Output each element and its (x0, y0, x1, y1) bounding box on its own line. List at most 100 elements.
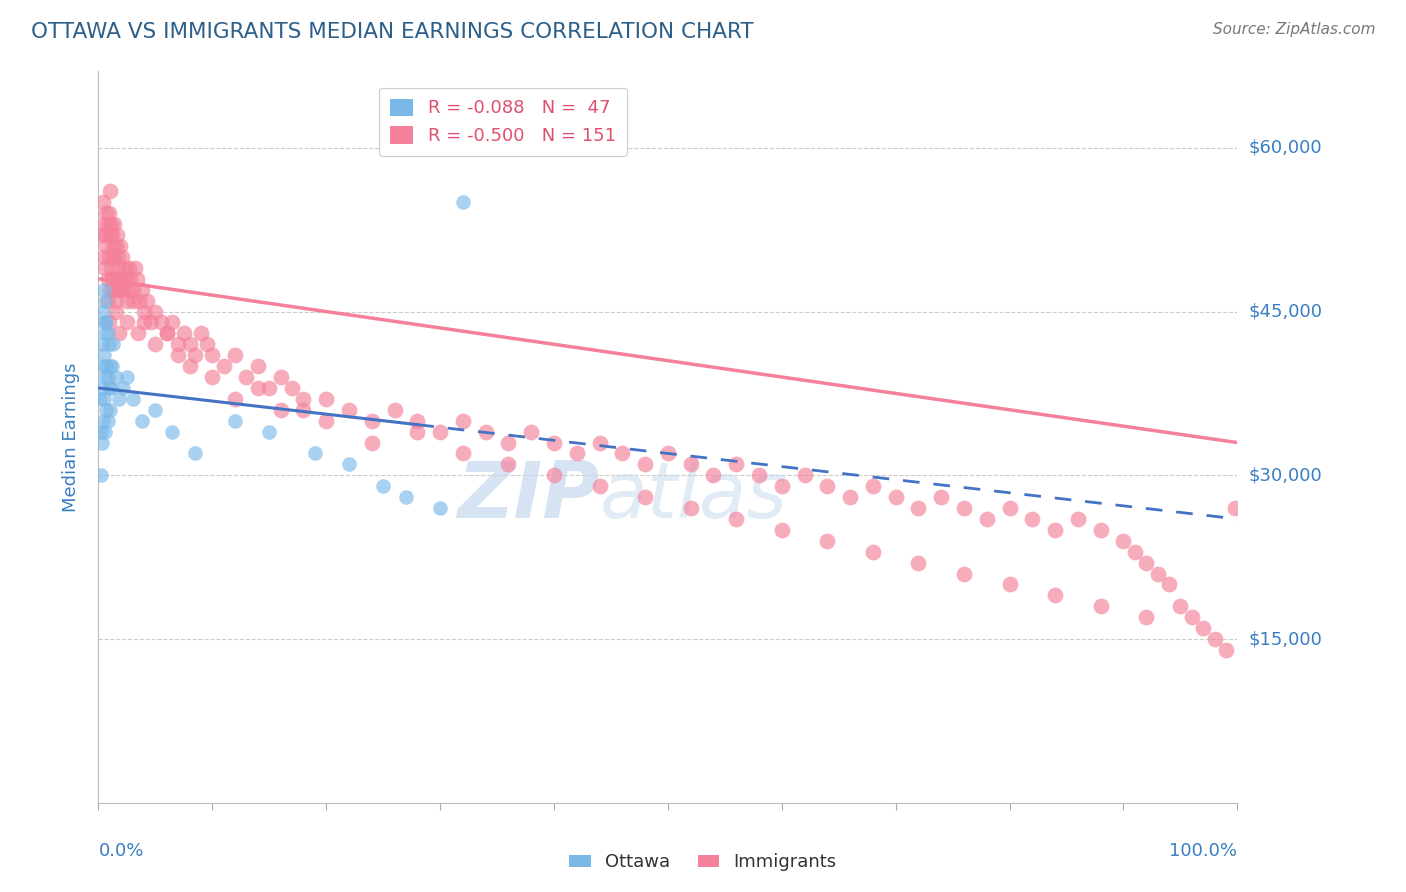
Text: 0.0%: 0.0% (98, 842, 143, 860)
Point (90, 425, 112, 439)
Point (97, 381, 120, 395)
Point (94, 425, 117, 439)
Point (907, 501, 929, 516)
Point (862, 479, 884, 493)
Point (246, 359, 269, 373)
Point (406, 414, 429, 428)
Point (97, 337, 120, 351)
Point (132, 315, 155, 329)
Point (104, 239, 127, 253)
Point (212, 359, 235, 373)
Point (96, 402, 118, 417)
Point (498, 435, 520, 450)
Point (384, 402, 406, 417)
Point (679, 458, 702, 472)
Point (97, 206, 120, 220)
Point (793, 468, 815, 483)
Point (98, 359, 121, 373)
Point (121, 283, 143, 297)
Point (657, 446, 679, 460)
Point (770, 523, 793, 537)
Point (976, 512, 998, 526)
Point (725, 512, 748, 526)
Point (815, 479, 838, 493)
Point (224, 392, 246, 406)
Text: 100.0%: 100.0% (1170, 842, 1237, 860)
Point (115, 315, 138, 329)
Point (281, 381, 304, 395)
Point (108, 326, 131, 341)
Point (588, 479, 610, 493)
Point (101, 272, 124, 286)
Point (156, 326, 179, 341)
Point (725, 458, 748, 472)
Point (98, 228, 121, 243)
Point (862, 545, 884, 559)
Point (139, 315, 162, 329)
Point (115, 293, 138, 308)
Point (94, 293, 117, 308)
Point (110, 272, 132, 286)
Point (162, 315, 184, 329)
Point (162, 425, 184, 439)
Text: $30,000: $30,000 (1249, 467, 1322, 484)
Point (429, 501, 451, 516)
Point (1192, 621, 1215, 635)
Point (543, 435, 565, 450)
Point (96, 359, 118, 373)
Point (96, 370, 118, 384)
Point (105, 272, 128, 286)
Point (131, 283, 153, 297)
Point (884, 490, 907, 504)
Point (89, 392, 111, 406)
Point (1043, 588, 1066, 602)
Point (360, 414, 382, 428)
Point (131, 414, 153, 428)
Point (634, 490, 657, 504)
Point (110, 283, 132, 297)
Point (96, 315, 118, 329)
Point (406, 425, 429, 439)
Point (107, 250, 129, 264)
Point (1123, 545, 1146, 559)
Point (246, 381, 269, 395)
Point (184, 348, 207, 362)
Legend: Ottawa, Immigrants: Ottawa, Immigrants (562, 847, 844, 879)
Point (337, 402, 360, 417)
Legend: R = -0.088   N =  47, R = -0.500   N = 151: R = -0.088 N = 47, R = -0.500 N = 151 (380, 87, 627, 156)
Point (96, 239, 118, 253)
Point (103, 239, 125, 253)
Point (259, 381, 281, 395)
Text: atlas: atlas (599, 458, 787, 533)
Point (90, 381, 112, 395)
Point (150, 315, 173, 329)
Point (93, 250, 115, 264)
Point (103, 283, 125, 297)
Point (702, 468, 724, 483)
Point (201, 348, 224, 362)
Point (112, 381, 135, 395)
Point (1090, 523, 1112, 537)
Point (120, 272, 142, 286)
Point (1181, 610, 1204, 624)
Point (1090, 599, 1112, 614)
Point (115, 370, 138, 384)
Point (1021, 512, 1043, 526)
Point (474, 425, 496, 439)
Point (108, 260, 131, 275)
Point (1204, 632, 1226, 646)
Point (98, 283, 121, 297)
Point (103, 250, 125, 264)
Point (907, 556, 929, 570)
Point (315, 414, 337, 428)
Point (96, 293, 118, 308)
Point (1067, 512, 1090, 526)
Y-axis label: Median Earnings: Median Earnings (62, 362, 80, 512)
Point (103, 217, 125, 231)
Point (91, 195, 114, 210)
Point (292, 392, 315, 406)
Point (429, 425, 451, 439)
Point (1135, 556, 1157, 570)
Point (998, 577, 1021, 591)
Point (634, 458, 657, 472)
